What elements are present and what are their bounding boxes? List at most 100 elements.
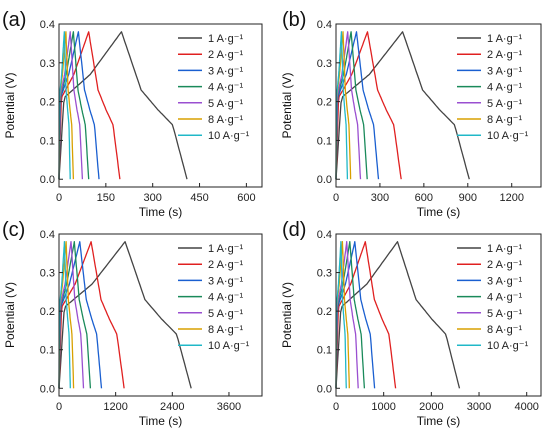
y-tick-label: 0.2 [40, 97, 55, 109]
legend-label: 1 A·g⁻¹ [487, 33, 522, 45]
x-tick-label: 1200 [103, 401, 127, 413]
y-tick-label: 0.4 [317, 229, 332, 241]
legend-label: 5 A·g⁻¹ [208, 98, 243, 110]
series-line-6 [58, 31, 71, 180]
plot-frame [58, 233, 263, 397]
legend-label: 3 A·g⁻¹ [487, 65, 522, 77]
y-tick-label: 0.0 [40, 174, 55, 186]
gcd-panel-2: 0 1200 2400 3600 0.0 0.1 0.2 0.3 0.4 Time (s) Pote… [2, 219, 263, 428]
x-tick-label: 1000 [371, 401, 395, 413]
legend-label: 10 A·g⁻¹ [208, 340, 250, 352]
y-tick-label: 0.1 [317, 135, 332, 147]
panel-label: (a) [2, 9, 26, 31]
legend-label: 5 A·g⁻¹ [487, 98, 522, 110]
y-tick-label: 0.3 [40, 58, 55, 70]
legend-label: 1 A·g⁻¹ [208, 243, 243, 255]
x-tick-label: 2000 [419, 401, 443, 413]
legend-label: 3 A·g⁻¹ [208, 275, 243, 287]
legend-label: 8 A·g⁻¹ [487, 324, 522, 336]
series-line-6 [335, 31, 349, 180]
x-axis-label: Time (s) [139, 205, 183, 219]
gcd-panel-1: 0 300 600 900 1200 0.0 0.1 0.2 0.3 0.4 Time (s) Pot… [280, 9, 542, 219]
x-tick-label: 900 [459, 192, 477, 204]
x-tick-label: 600 [415, 192, 433, 204]
x-tick-label: 450 [190, 192, 208, 204]
x-tick-label: 150 [97, 192, 115, 204]
series-line-3 [58, 31, 90, 180]
legend-label: 2 A·g⁻¹ [208, 259, 243, 271]
series-line-0 [58, 31, 188, 180]
series-line-4 [335, 241, 359, 389]
series-line-3 [335, 241, 366, 389]
legend-label: 10 A·g⁻¹ [208, 130, 250, 142]
y-tick-label: 0.1 [40, 135, 55, 147]
series-line-4 [335, 31, 362, 180]
x-tick-label: 4000 [514, 401, 538, 413]
series-line-0 [335, 241, 461, 389]
y-tick-label: 0.2 [317, 306, 332, 318]
series-line-0 [335, 31, 470, 180]
x-tick-label: 1200 [499, 192, 523, 204]
y-tick-label: 0.0 [317, 174, 332, 186]
y-tick-label: 0.1 [40, 345, 55, 357]
y-axis-label: Potential (V) [280, 282, 294, 348]
series-line-3 [335, 31, 368, 180]
legend-label: 10 A·g⁻¹ [487, 340, 529, 352]
legend-label: 3 A·g⁻¹ [487, 275, 522, 287]
series-line-4 [58, 241, 85, 389]
y-tick-label: 0.0 [317, 383, 332, 395]
x-tick-label: 3000 [467, 401, 491, 413]
gcd-panel-3: 0 1000 2000 3000 4000 0.0 0.1 0.2 0.3 0.4 Time (s)… [280, 219, 542, 428]
x-axis-label: Time (s) [139, 414, 183, 428]
series-line-6 [335, 241, 347, 389]
y-tick-label: 0.2 [40, 306, 55, 318]
legend-label: 2 A·g⁻¹ [487, 49, 522, 61]
y-tick-label: 0.3 [40, 268, 55, 280]
y-tick-label: 0.3 [317, 58, 332, 70]
legend-label: 8 A·g⁻¹ [208, 324, 243, 336]
series-line-3 [58, 241, 92, 389]
panel-label: (b) [282, 9, 306, 31]
legend-label: 2 A·g⁻¹ [487, 259, 522, 271]
y-axis-label: Potential (V) [3, 282, 17, 348]
legend-label: 10 A·g⁻¹ [487, 130, 529, 142]
legend-label: 4 A·g⁻¹ [208, 292, 243, 304]
panel-label: (d) [282, 219, 306, 241]
x-tick-label: 300 [371, 192, 389, 204]
plot-frame [335, 23, 542, 188]
series-line-1 [335, 31, 402, 180]
panel-label: (c) [2, 219, 25, 241]
legend-label: 5 A·g⁻¹ [208, 308, 243, 320]
y-tick-label: 0.2 [317, 97, 332, 109]
x-tick-label: 300 [144, 192, 162, 204]
legend-label: 5 A·g⁻¹ [487, 308, 522, 320]
plot-frame [58, 23, 263, 188]
x-tick-label: 3600 [217, 401, 241, 413]
x-tick-label: 0 [333, 401, 339, 413]
series-line-1 [335, 241, 397, 389]
x-tick-label: 0 [56, 401, 62, 413]
x-tick-label: 2400 [160, 401, 184, 413]
series-line-1 [58, 31, 121, 180]
series-line-1 [58, 241, 125, 389]
legend-label: 4 A·g⁻¹ [487, 292, 522, 304]
plot-frame [335, 233, 542, 397]
legend-label: 4 A·g⁻¹ [208, 82, 243, 94]
y-tick-label: 0.3 [317, 268, 332, 280]
gcd-panel-0: 0 150 300 450 600 0.0 0.1 0.2 0.3 0.4 Time (s) Pote… [2, 9, 263, 219]
legend-label: 2 A·g⁻¹ [208, 49, 243, 61]
y-tick-label: 0.0 [40, 383, 55, 395]
series-line-6 [58, 241, 71, 389]
legend-label: 4 A·g⁻¹ [487, 82, 522, 94]
legend-label: 8 A·g⁻¹ [208, 114, 243, 126]
x-axis-label: Time (s) [417, 414, 461, 428]
y-axis-label: Potential (V) [3, 72, 17, 138]
legend-label: 8 A·g⁻¹ [487, 114, 522, 126]
x-axis-label: Time (s) [417, 205, 461, 219]
y-tick-label: 0.4 [40, 19, 55, 31]
x-tick-label: 0 [56, 192, 62, 204]
legend-label: 3 A·g⁻¹ [208, 65, 243, 77]
legend-label: 1 A·g⁻¹ [487, 243, 522, 255]
series-line-0 [58, 241, 192, 389]
